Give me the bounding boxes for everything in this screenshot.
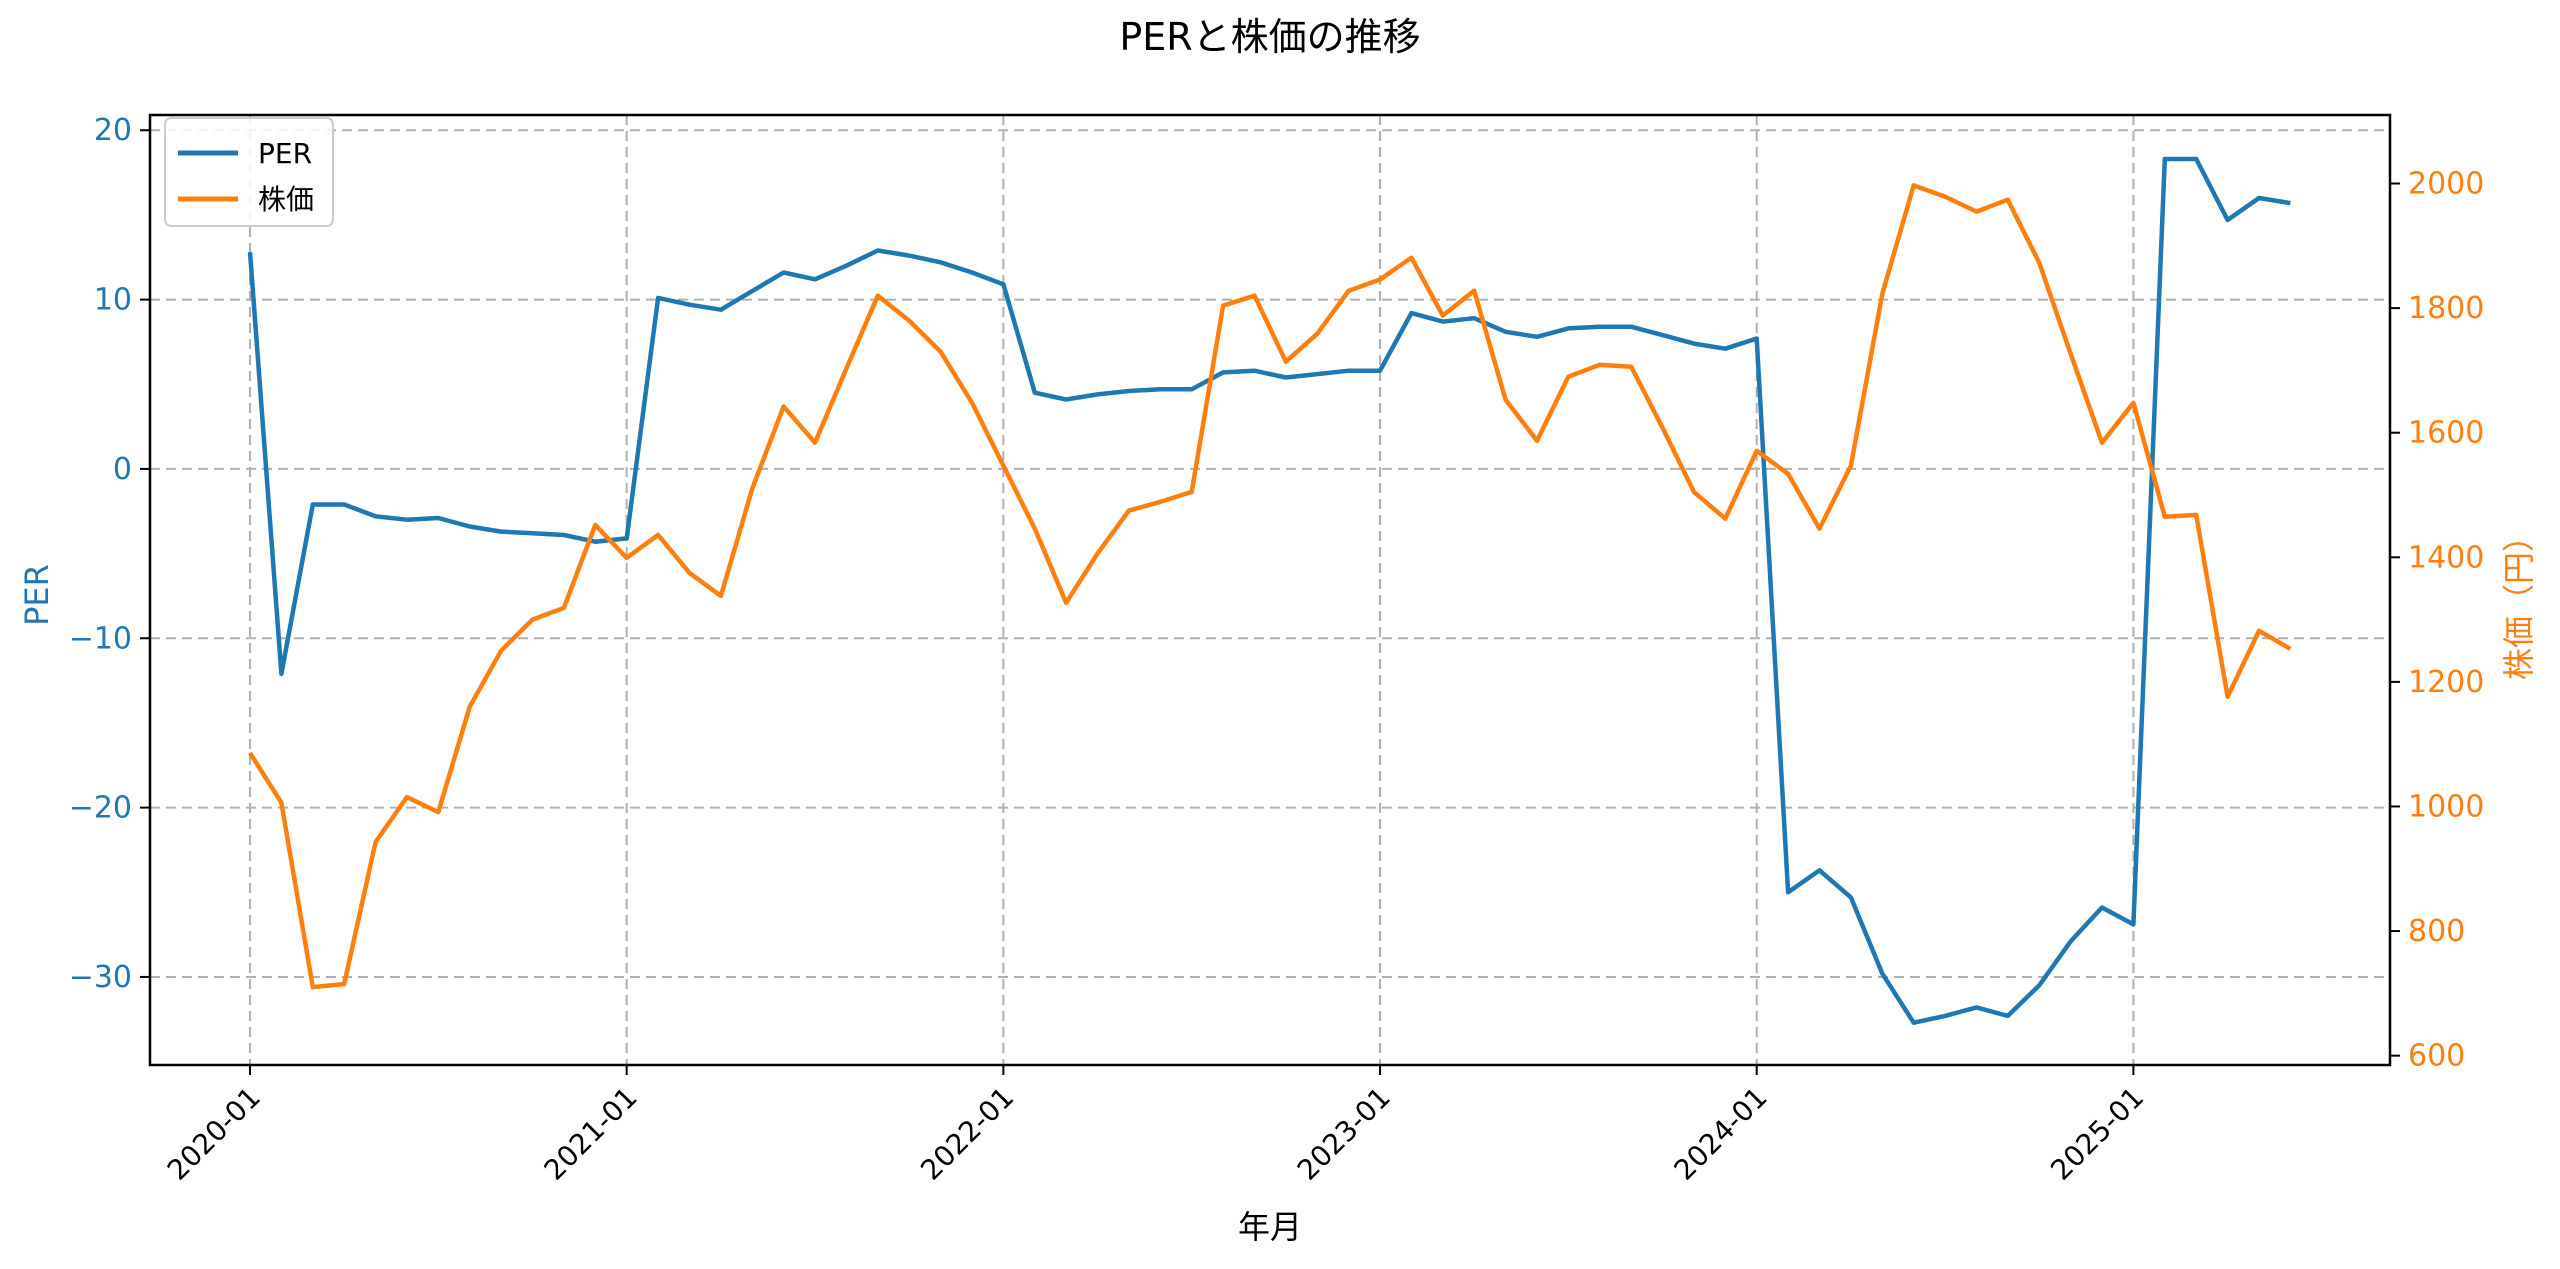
x-tick-label: 2020-01 bbox=[161, 1081, 267, 1187]
x-axis-label: 年月 bbox=[1238, 1208, 1302, 1246]
x-tick-label: 2024-01 bbox=[1668, 1081, 1774, 1187]
right-tick-label: 1800 bbox=[2408, 291, 2484, 326]
right-tick-label: 1600 bbox=[2408, 416, 2484, 451]
legend-per-label: PER bbox=[258, 137, 312, 170]
right-tick-label: 1400 bbox=[2408, 540, 2484, 575]
left-tick-label: 0 bbox=[113, 452, 132, 487]
x-tick-label: 2025-01 bbox=[2044, 1081, 2150, 1187]
right-y-axis: 2000 1800 1600 1400 1200 1000 800 600 bbox=[2390, 167, 2484, 1074]
right-tick-label: 2000 bbox=[2408, 167, 2484, 202]
left-y-axis: 20 10 0 −10 −20 −30 bbox=[69, 113, 150, 995]
series-lines bbox=[247, 156, 2292, 1025]
x-tick-label: 2022-01 bbox=[914, 1081, 1020, 1187]
right-tick-label: 800 bbox=[2408, 914, 2465, 949]
price-line bbox=[248, 183, 2292, 990]
left-y-axis-label: PER bbox=[18, 564, 56, 626]
x-axis: 2020-01 2021-01 2022-01 2023-01 2024-01 2025-… bbox=[161, 1065, 2150, 1187]
left-tick-label: 20 bbox=[94, 113, 132, 148]
right-tick-label: 1000 bbox=[2408, 789, 2484, 824]
per-line bbox=[247, 156, 2291, 1025]
legend-price-label: 株価 bbox=[258, 183, 314, 216]
plot-frame bbox=[148, 113, 2392, 1067]
right-tick-label: 1200 bbox=[2408, 665, 2484, 700]
left-tick-label: −30 bbox=[69, 960, 132, 995]
right-y-axis-label: 株価（円） bbox=[2500, 520, 2538, 680]
grid-lines bbox=[150, 115, 2390, 1065]
left-tick-label: −10 bbox=[69, 621, 132, 656]
x-tick-label: 2023-01 bbox=[1291, 1081, 1397, 1187]
x-tick-label: 2021-01 bbox=[538, 1081, 644, 1187]
left-tick-label: −20 bbox=[69, 791, 132, 826]
right-tick-label: 600 bbox=[2408, 1039, 2465, 1074]
chart-title: PERと株価の推移 bbox=[1119, 15, 1420, 59]
left-tick-label: 10 bbox=[94, 283, 132, 318]
legend: PER 株価 bbox=[164, 117, 334, 227]
